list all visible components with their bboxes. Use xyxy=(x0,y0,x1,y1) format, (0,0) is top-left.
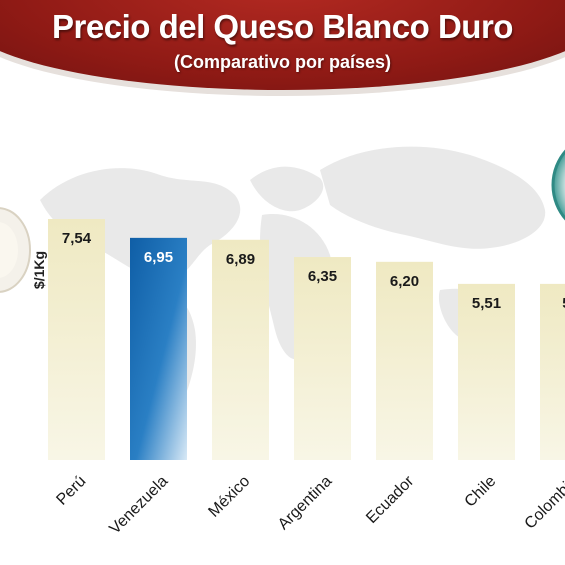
header-banner xyxy=(0,0,565,90)
bar-perú xyxy=(48,219,105,460)
category-labels-layer: Perú Venezuela México Argentina Ecuador Chile… xyxy=(53,472,565,537)
bar-chile xyxy=(458,283,515,460)
page-subtitle: (Comparativo por países) xyxy=(173,52,392,72)
value-label: 6,35 xyxy=(308,268,337,285)
bar-argentina xyxy=(294,257,351,460)
category-label: Chile xyxy=(462,473,500,511)
page-title: Precio del Queso Blanco Duro xyxy=(52,8,513,45)
category-label: Perú xyxy=(53,473,89,509)
bars-layer xyxy=(48,219,565,460)
value-label: 6,20 xyxy=(390,273,419,290)
category-label: Argentina xyxy=(275,473,336,534)
bar-méxico xyxy=(212,239,269,460)
value-label: 6,95 xyxy=(144,249,173,266)
y-axis-label: $/1Kg xyxy=(31,250,47,290)
bar-venezuela xyxy=(130,237,187,460)
category-label: Colombia xyxy=(522,473,565,533)
value-label: 6,89 xyxy=(226,251,255,268)
category-label: Ecuador xyxy=(363,472,418,527)
bar-ecuador xyxy=(376,261,433,460)
value-label: 5,51 xyxy=(472,295,501,312)
bar-colombia xyxy=(540,283,565,460)
value-label: 7,54 xyxy=(62,230,92,247)
category-label: Venezuela xyxy=(106,473,171,538)
value-labels-layer: 7,54 6,95 6,89 6,35 6,20 5,51 5, xyxy=(62,230,565,312)
plate-decoration xyxy=(0,207,31,293)
category-label: México xyxy=(205,473,253,521)
globe-decoration xyxy=(551,149,565,221)
value-label: 5, xyxy=(562,295,565,312)
